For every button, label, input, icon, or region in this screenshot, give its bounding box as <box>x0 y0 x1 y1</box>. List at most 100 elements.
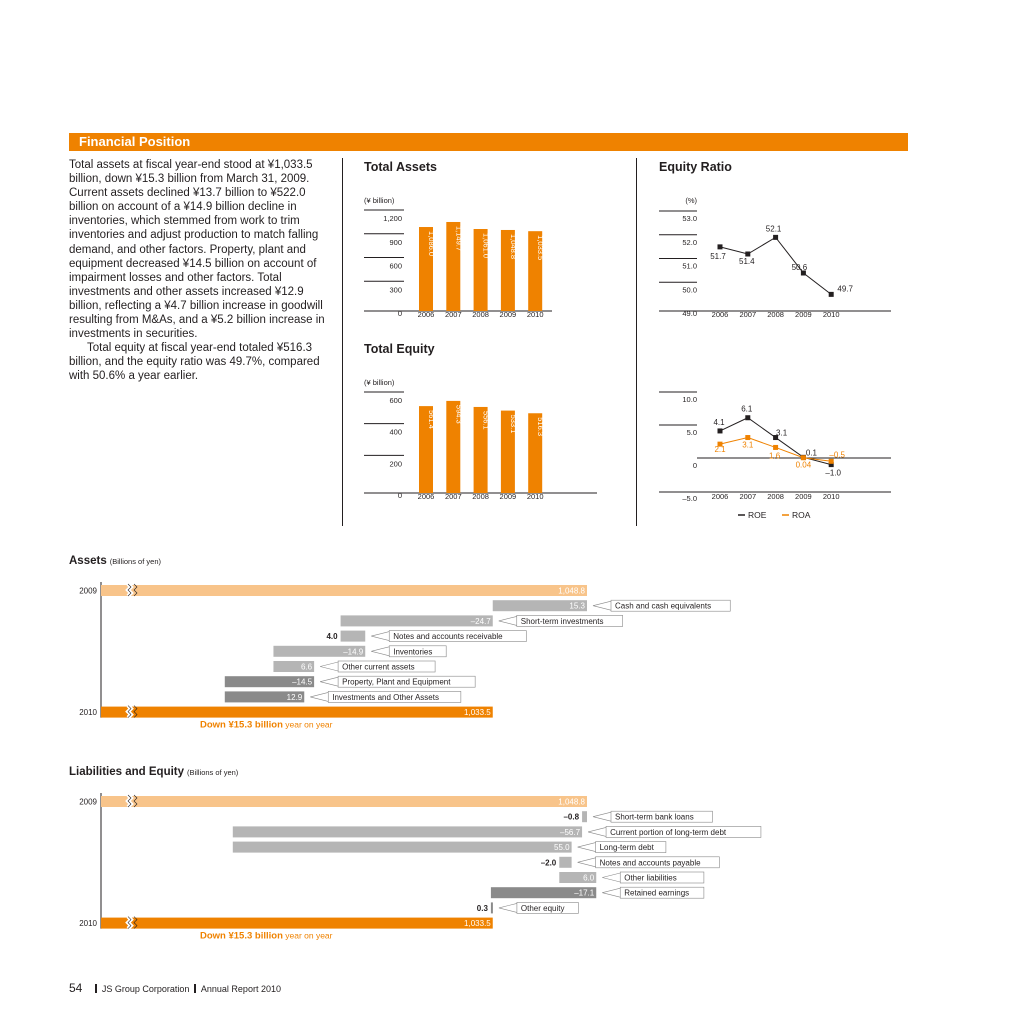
callout-pointer <box>592 811 612 822</box>
callout-box <box>605 826 762 838</box>
y-tick-label: 50.0 <box>682 285 697 294</box>
callout-box <box>610 810 713 823</box>
data-label: 1.6 <box>769 451 781 460</box>
callout-box <box>610 599 731 612</box>
y-tick-label: 52.0 <box>682 238 697 247</box>
chart-title: Assets (Billions of yen) <box>69 555 161 567</box>
callout-pointer <box>320 676 339 687</box>
y-tick-label: 600 <box>389 262 402 271</box>
bar-value-label: 516.3 <box>536 417 545 436</box>
start-bar <box>101 585 587 596</box>
bar-value-label: 556.1 <box>482 411 491 430</box>
callout-box <box>619 886 705 899</box>
data-label: –0.5 <box>829 450 845 459</box>
data-label: 49.7 <box>837 284 853 293</box>
bar-value-label: –2.0 <box>541 858 557 867</box>
change-note-suffix: year on year <box>283 720 333 730</box>
data-point <box>745 251 751 257</box>
data-label: 51.7 <box>710 252 726 261</box>
data-label: 2.1 <box>714 445 726 454</box>
x-tick-label: 2009 <box>500 310 517 319</box>
bar-value-label: 0.3 <box>477 904 489 913</box>
page-number: 54 <box>69 981 83 995</box>
bar-value-label: –14.9 <box>343 647 364 656</box>
y-tick-label: 49.0 <box>682 309 697 318</box>
callout-box <box>516 615 623 627</box>
y-axis-unit: (¥ billion) <box>364 378 395 387</box>
callout-label: Short-term bank loans <box>615 813 694 822</box>
callout-pointer <box>320 661 339 672</box>
y-tick-label: 51.0 <box>682 262 697 271</box>
footer-company: JS Group Corporation <box>101 984 190 994</box>
bar-value-label: 4.0 <box>326 632 338 641</box>
callout-box <box>388 645 447 658</box>
y-tick-label: 400 <box>389 428 402 437</box>
end-bar <box>101 706 493 718</box>
year-label: 2010 <box>79 708 97 717</box>
bar-value-label: 12.9 <box>287 693 303 702</box>
data-label: 3.1 <box>776 429 788 438</box>
data-label: 0.1 <box>806 448 818 457</box>
data-point <box>800 270 806 276</box>
data-point <box>745 435 751 441</box>
callout-label: Short-term investments <box>521 617 604 626</box>
legend-label: ROA <box>792 510 811 520</box>
section-title-bar: Financial Position <box>69 133 908 151</box>
body-paragraph-1: Total assets at fiscal year-end stood at… <box>69 159 325 341</box>
y-tick-label: 10.0 <box>682 395 697 404</box>
callout-label: Inventories <box>393 647 432 656</box>
axis-break <box>127 794 138 808</box>
data-label: 0.04 <box>796 461 812 470</box>
x-tick-label: 2009 <box>500 492 517 501</box>
y-tick-label: 0 <box>693 461 697 470</box>
callout-label: Retained earnings <box>624 889 689 898</box>
change-bar <box>224 676 315 688</box>
bar-value-label: 15.3 <box>569 602 585 611</box>
column-divider-left <box>342 158 343 526</box>
x-tick-label: 2006 <box>418 492 435 501</box>
y-axis-unit: (¥ billion) <box>364 196 395 205</box>
callout-box <box>388 630 527 642</box>
callout-pointer <box>371 631 390 641</box>
x-tick-label: 2010 <box>823 492 840 501</box>
callout-label: Investments and Other Assets <box>332 693 439 702</box>
end-bar <box>101 917 493 929</box>
change-bar <box>340 615 493 627</box>
x-tick-label: 2010 <box>527 310 544 319</box>
change-bar <box>490 887 597 899</box>
bar-value-label: –0.8 <box>563 813 579 822</box>
bar-value-label: –17.1 <box>574 889 595 898</box>
callout-pointer <box>577 842 596 852</box>
data-point <box>828 462 834 468</box>
body-paragraph-2: Total equity at fiscal year-end totaled … <box>69 342 320 383</box>
bar-value-label: –24.7 <box>471 617 492 626</box>
change-bar <box>224 691 305 703</box>
data-point <box>828 291 834 297</box>
bar <box>446 400 461 493</box>
chart-title: Total Assets <box>364 160 437 174</box>
callout-label: Cash and cash equivalents <box>615 602 711 611</box>
page-footer: 54 JS Group Corporation Annual Report 2010 <box>69 981 281 995</box>
bar-value-label: 1,033.5 <box>536 235 545 260</box>
series-line <box>719 236 832 295</box>
callout-box <box>327 691 462 703</box>
bar-value-label: 1,048.8 <box>509 234 518 259</box>
y-tick-label: –5.0 <box>682 494 697 503</box>
callout-label: Long-term debt <box>600 843 655 852</box>
change-bar <box>582 811 587 823</box>
footer-separator <box>95 984 97 993</box>
axis-break <box>127 705 138 718</box>
change-note: Down ¥15.3 billion year on year <box>200 720 333 731</box>
callout-label: Property, Plant and Equipment <box>342 678 451 687</box>
y-tick-label: 1,200 <box>383 214 402 223</box>
bar-value-label: –56.7 <box>560 828 581 837</box>
bar-value-label: 1,086.0 <box>427 231 436 256</box>
x-tick-label: 2007 <box>445 492 462 501</box>
y-tick-label: 0 <box>398 491 402 500</box>
callout-label: Notes and accounts receivable <box>393 632 503 641</box>
callout-pointer <box>371 646 390 657</box>
year-label: 2009 <box>79 587 97 596</box>
x-tick-label: 2006 <box>712 492 729 501</box>
bar-value-label: 1,048.8 <box>558 587 585 596</box>
data-point <box>828 458 834 464</box>
